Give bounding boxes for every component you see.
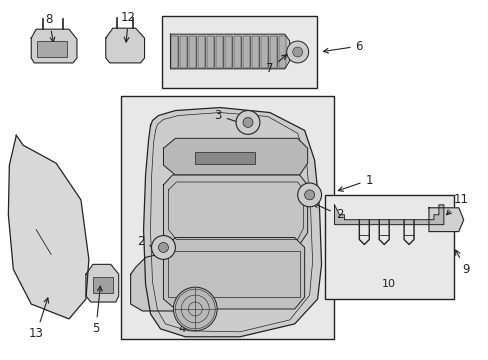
Bar [93, 277, 113, 293]
Bar [121, 96, 334, 339]
Text: 3: 3 [214, 109, 244, 125]
Bar [198, 36, 205, 68]
Text: 10: 10 [382, 279, 395, 289]
Circle shape [165, 272, 185, 292]
Polygon shape [105, 28, 144, 63]
Circle shape [286, 41, 308, 63]
Bar [224, 36, 232, 68]
Circle shape [292, 47, 302, 57]
Bar [324, 195, 453, 299]
Polygon shape [31, 29, 77, 63]
Bar [195, 152, 254, 164]
Text: 2: 2 [313, 203, 343, 221]
Bar [234, 36, 241, 68]
Bar [278, 36, 285, 68]
Text: 9: 9 [455, 250, 468, 276]
Polygon shape [143, 108, 321, 337]
Text: 1: 1 [338, 174, 372, 191]
Circle shape [304, 190, 314, 200]
Bar [37, 41, 67, 57]
Polygon shape [428, 208, 463, 231]
Bar [180, 36, 187, 68]
Bar [269, 36, 276, 68]
Bar [162, 16, 316, 88]
Bar [261, 36, 267, 68]
Polygon shape [163, 175, 307, 244]
Text: 4: 4 [174, 288, 186, 336]
Bar [207, 36, 214, 68]
Text: 7: 7 [265, 55, 286, 75]
Text: 12: 12 [121, 11, 136, 42]
Bar [216, 36, 223, 68]
Text: 11: 11 [446, 193, 468, 215]
Bar [251, 36, 258, 68]
Bar [171, 36, 178, 68]
Text: 2: 2 [137, 235, 160, 250]
Bar [189, 36, 196, 68]
Polygon shape [130, 251, 215, 311]
Circle shape [297, 183, 321, 207]
Circle shape [243, 117, 252, 127]
Text: 5: 5 [92, 286, 102, 336]
Bar [243, 36, 249, 68]
Polygon shape [163, 138, 307, 175]
Circle shape [151, 235, 175, 260]
Text: 13: 13 [29, 298, 48, 340]
Polygon shape [8, 135, 89, 319]
Circle shape [158, 243, 168, 252]
Polygon shape [334, 205, 443, 225]
Polygon shape [170, 34, 289, 69]
Circle shape [236, 111, 260, 134]
Circle shape [173, 287, 217, 331]
Text: 6: 6 [323, 40, 363, 53]
Text: 8: 8 [45, 13, 55, 42]
Polygon shape [86, 264, 119, 302]
Polygon shape [163, 238, 304, 309]
